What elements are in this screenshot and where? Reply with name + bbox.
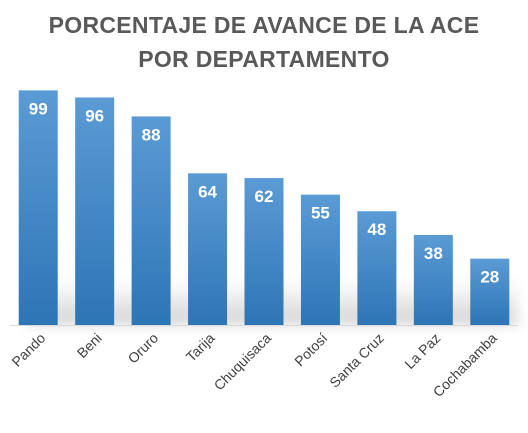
data-label: 62	[255, 187, 274, 206]
data-label: 96	[85, 106, 104, 125]
bar-pando	[18, 90, 58, 326]
bar-oruro	[131, 116, 171, 325]
data-label: 88	[142, 125, 161, 144]
x-tick-label: Santa Cruz	[326, 330, 387, 391]
data-label: 99	[29, 99, 48, 118]
x-tick-label: Tarija	[183, 330, 218, 365]
x-tick-label: Pando	[8, 330, 48, 370]
data-label: 38	[424, 244, 443, 263]
x-tick-label: Potosí	[291, 330, 330, 369]
bar-cochabamba	[470, 258, 510, 325]
data-label: 55	[311, 204, 330, 223]
bar-santa-cruz	[357, 211, 397, 325]
bar-la-paz	[413, 234, 453, 325]
chart-title-line-1: PORCENTAJE DE AVANCE DE LA ACE	[48, 12, 480, 38]
bar-beni	[75, 97, 115, 325]
x-tick-label: Chuquisaca	[211, 330, 275, 394]
bar-potosí	[300, 194, 340, 325]
data-label: 64	[198, 182, 217, 201]
data-label: 48	[367, 220, 386, 239]
chart-title-line-2: POR DEPARTAMENTO	[138, 46, 390, 72]
data-label: 28	[480, 268, 499, 287]
bar-chuquisaca	[244, 178, 284, 325]
x-tick-label: La Paz	[401, 330, 443, 372]
x-tick-label: Oruro	[125, 330, 162, 367]
x-tick-label: Beni	[74, 330, 105, 361]
bar-tarija	[188, 173, 228, 325]
